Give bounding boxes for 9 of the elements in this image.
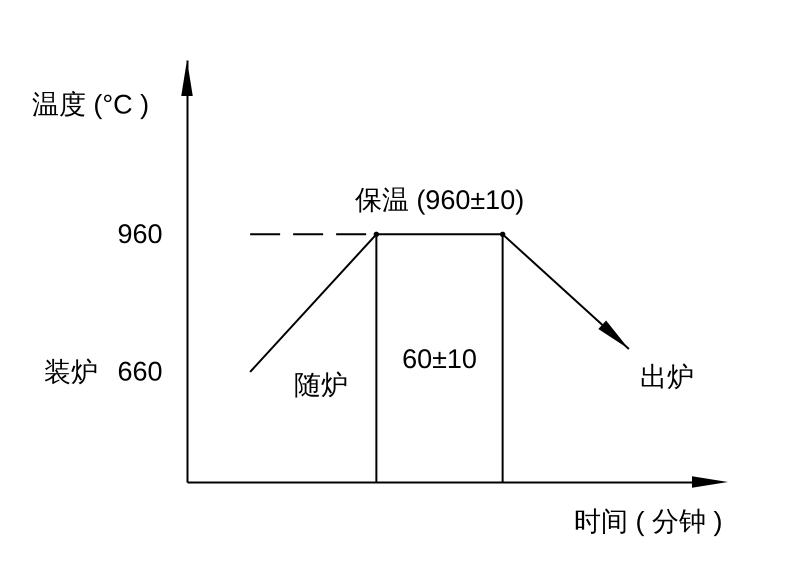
y-tick-label: 960 (117, 218, 162, 249)
annotation: 出炉 (640, 362, 694, 392)
y-tick-label: 660 (117, 356, 162, 386)
text: 装炉 (44, 357, 98, 387)
x-axis-title: 时间 ( 分钟 ) (574, 506, 722, 536)
annotation: 保温 (960±10) (354, 185, 524, 215)
annotation: 随炉 (294, 370, 348, 400)
y-axis-title: 温度 (°C ) (32, 90, 150, 120)
annotation: 60±10 (402, 344, 477, 374)
